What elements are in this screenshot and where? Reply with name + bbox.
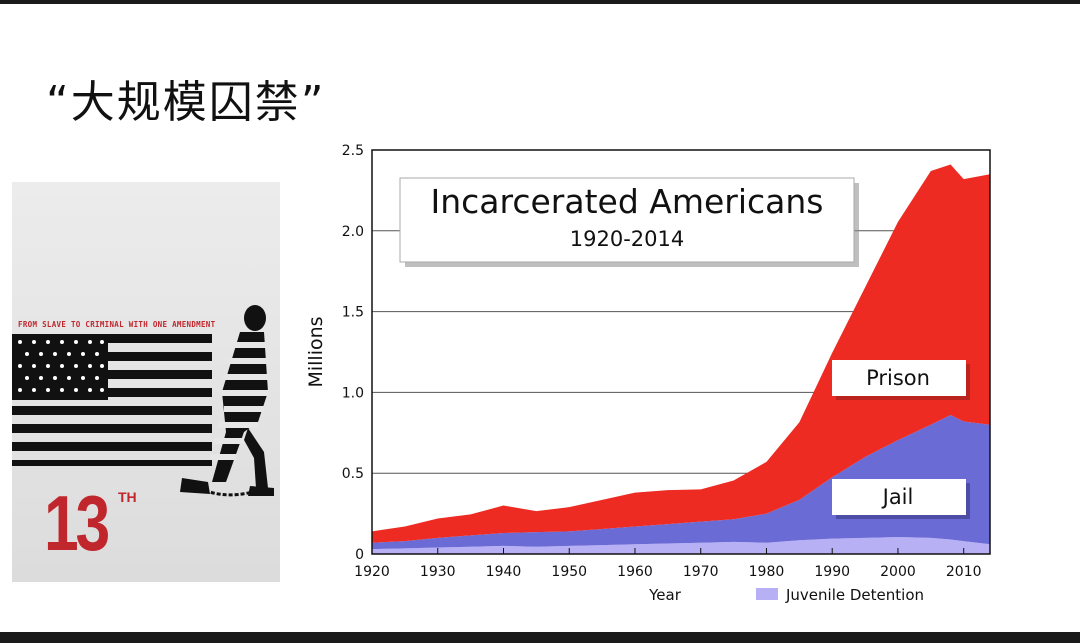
y-tick-label: 1.0	[342, 385, 364, 401]
flag-canton	[12, 334, 108, 400]
poster-tagline: FROM SLAVE TO CRIMINAL WITH ONE AMENDMEN…	[18, 320, 216, 329]
y-axis-label: Millions	[305, 316, 327, 387]
juvenile-legend-label: Juvenile Detention	[785, 586, 924, 604]
jail-label-box: Jail	[832, 479, 970, 519]
poster-title-superscript: TH	[118, 489, 137, 505]
flag-stripes	[12, 334, 212, 466]
x-axis-label: Year	[648, 586, 682, 604]
area-juvenile-detention	[372, 537, 990, 554]
area-series	[372, 164, 990, 554]
prison-label: Prison	[866, 366, 930, 390]
jail-label: Jail	[881, 485, 914, 509]
plot-frame	[371, 149, 991, 555]
prison-label-box: Prison	[832, 360, 970, 400]
poster-title-number: 13	[44, 479, 110, 567]
x-tick-label: 1980	[749, 564, 785, 580]
flag-stars	[18, 340, 104, 392]
x-tick-label: 1960	[617, 564, 653, 580]
area-prison	[372, 164, 990, 543]
x-tick-label: 1990	[814, 564, 850, 580]
axes	[371, 149, 991, 555]
y-tick-label: 0	[355, 547, 364, 563]
ticks: 1920 1930 1940 1950 1960 1970 1980 1990 2000 2010…	[342, 143, 982, 580]
x-tick-label: 2000	[880, 564, 916, 580]
flag-prisoner-illustration	[12, 305, 274, 497]
x-tick-label: 1970	[683, 564, 719, 580]
slide-title: “大规模囚禁”	[46, 77, 326, 128]
juvenile-legend: Juvenile Detention	[756, 586, 924, 604]
x-tick-label: 1940	[486, 564, 522, 580]
y-tick-label: 2.5	[342, 143, 364, 159]
x-tick-label: 2010	[946, 564, 982, 580]
chart-title: Incarcerated Americans	[430, 182, 823, 221]
x-tick-label: 1950	[551, 564, 587, 580]
chart-subtitle: 1920-2014	[570, 227, 684, 251]
juvenile-legend-swatch	[756, 588, 778, 600]
area-jail	[372, 415, 990, 550]
x-tick-label: 1930	[420, 564, 456, 580]
y-tick-label: 2.0	[342, 224, 364, 240]
title-box: Incarcerated Americans 1920-2014	[399, 177, 859, 267]
bottom-bar	[0, 632, 1080, 643]
x-tick-label: 1920	[354, 564, 390, 580]
film-poster: FROM SLAVE TO CRIMINAL WITH ONE AMENDMEN…	[12, 182, 280, 582]
prisoner-figure	[180, 305, 274, 497]
y-tick-label: 1.5	[342, 305, 364, 321]
y-tick-label: 0.5	[342, 466, 364, 482]
incarceration-chart: 1920 1930 1940 1950 1960 1970 1980 1990 2000 2010…	[305, 143, 991, 604]
slide: “大规模囚禁”	[0, 4, 1080, 632]
